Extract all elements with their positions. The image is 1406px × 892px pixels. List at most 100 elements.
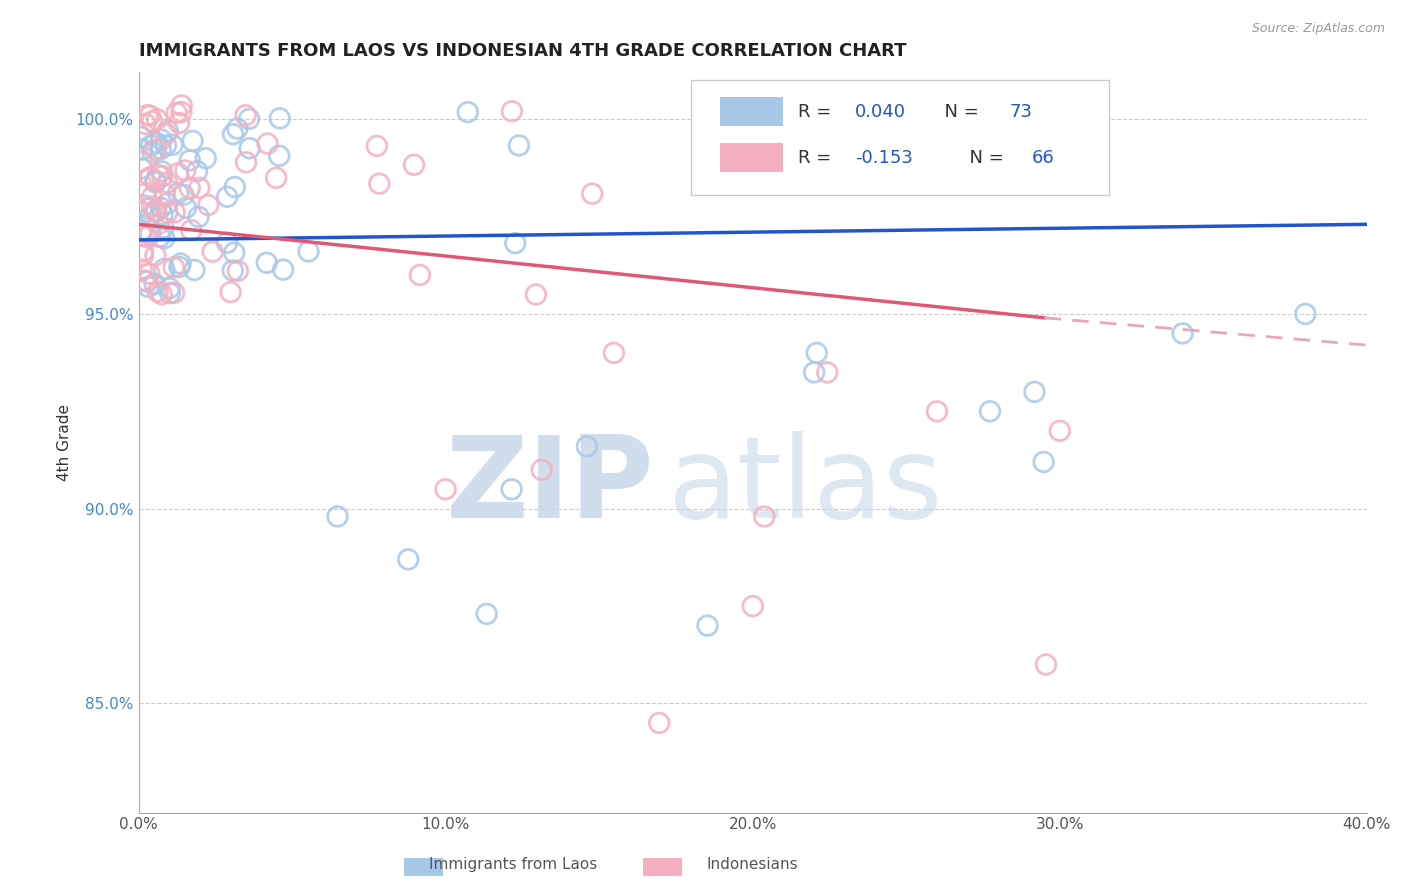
- Point: [180, 223, 202, 237]
- Point: [143, 204, 166, 219]
- Point: [224, 245, 246, 260]
- Point: [131, 228, 153, 243]
- Point: [131, 223, 153, 237]
- Point: [396, 552, 419, 566]
- Point: [402, 158, 425, 172]
- Point: [501, 482, 523, 496]
- Point: [1171, 326, 1194, 341]
- Point: [235, 155, 257, 169]
- Point: [803, 365, 825, 379]
- Point: [170, 105, 193, 120]
- Point: [173, 187, 195, 202]
- Point: [366, 139, 388, 153]
- Point: [217, 190, 239, 204]
- Text: ZIP: ZIP: [446, 432, 654, 542]
- Point: [167, 166, 190, 180]
- Point: [156, 176, 179, 190]
- Point: [174, 201, 197, 215]
- Point: [155, 138, 177, 153]
- Point: [256, 256, 278, 270]
- Point: [138, 267, 160, 281]
- Point: [201, 244, 224, 259]
- Point: [159, 281, 181, 295]
- Text: 0.040: 0.040: [855, 103, 905, 120]
- Point: [145, 143, 167, 157]
- Point: [226, 264, 249, 278]
- Point: [143, 277, 166, 291]
- Point: [163, 285, 186, 300]
- Point: [146, 168, 169, 182]
- Text: R =: R =: [799, 149, 837, 167]
- Point: [150, 132, 173, 146]
- Point: [139, 227, 162, 241]
- Point: [503, 236, 526, 251]
- Point: [501, 104, 523, 119]
- Point: [149, 201, 172, 215]
- Text: R =: R =: [799, 103, 837, 120]
- Point: [696, 618, 718, 632]
- Point: [132, 248, 155, 262]
- Point: [238, 112, 260, 126]
- Point: [146, 285, 169, 299]
- Point: [326, 509, 349, 524]
- Text: Immigrants from Laos: Immigrants from Laos: [429, 857, 598, 872]
- Point: [524, 287, 547, 301]
- Point: [581, 186, 603, 201]
- Point: [235, 108, 257, 122]
- Point: [139, 109, 162, 123]
- Text: -0.153: -0.153: [855, 149, 912, 167]
- Point: [174, 163, 197, 178]
- FancyBboxPatch shape: [692, 79, 1109, 194]
- Point: [131, 130, 153, 145]
- Point: [141, 145, 163, 160]
- Point: [1035, 657, 1057, 672]
- Point: [186, 164, 208, 178]
- Point: [163, 205, 186, 219]
- Point: [925, 404, 948, 418]
- Point: [806, 346, 828, 360]
- Point: [145, 203, 167, 218]
- Point: [741, 599, 763, 613]
- Text: IMMIGRANTS FROM LAOS VS INDONESIAN 4TH GRADE CORRELATION CHART: IMMIGRANTS FROM LAOS VS INDONESIAN 4TH G…: [139, 42, 905, 60]
- Point: [146, 112, 169, 127]
- Point: [153, 231, 176, 245]
- Point: [141, 199, 163, 213]
- Point: [1032, 455, 1054, 469]
- Point: [264, 170, 287, 185]
- Point: [152, 220, 174, 235]
- Point: [530, 463, 553, 477]
- Point: [131, 154, 153, 169]
- Point: [215, 235, 238, 250]
- Text: N =: N =: [957, 149, 1010, 167]
- Point: [163, 260, 186, 275]
- Point: [131, 262, 153, 277]
- Point: [271, 262, 294, 277]
- Point: [156, 124, 179, 138]
- Point: [188, 181, 211, 195]
- Point: [136, 202, 159, 216]
- Point: [145, 136, 167, 150]
- Point: [815, 365, 838, 379]
- Point: [1024, 384, 1046, 399]
- Point: [141, 138, 163, 153]
- Point: [135, 186, 157, 200]
- Text: 66: 66: [1032, 149, 1054, 167]
- Point: [162, 137, 184, 152]
- Point: [132, 198, 155, 212]
- Text: atlas: atlas: [666, 432, 942, 542]
- Point: [152, 207, 174, 221]
- Point: [197, 198, 219, 212]
- Point: [148, 217, 170, 231]
- Point: [269, 112, 291, 126]
- Point: [170, 98, 193, 112]
- Point: [145, 175, 167, 189]
- Point: [135, 230, 157, 244]
- Point: [434, 482, 457, 496]
- Point: [179, 181, 201, 195]
- Point: [754, 509, 776, 524]
- Point: [134, 273, 156, 287]
- Point: [239, 141, 262, 155]
- Point: [136, 108, 159, 122]
- Point: [1049, 424, 1071, 438]
- Point: [143, 248, 166, 262]
